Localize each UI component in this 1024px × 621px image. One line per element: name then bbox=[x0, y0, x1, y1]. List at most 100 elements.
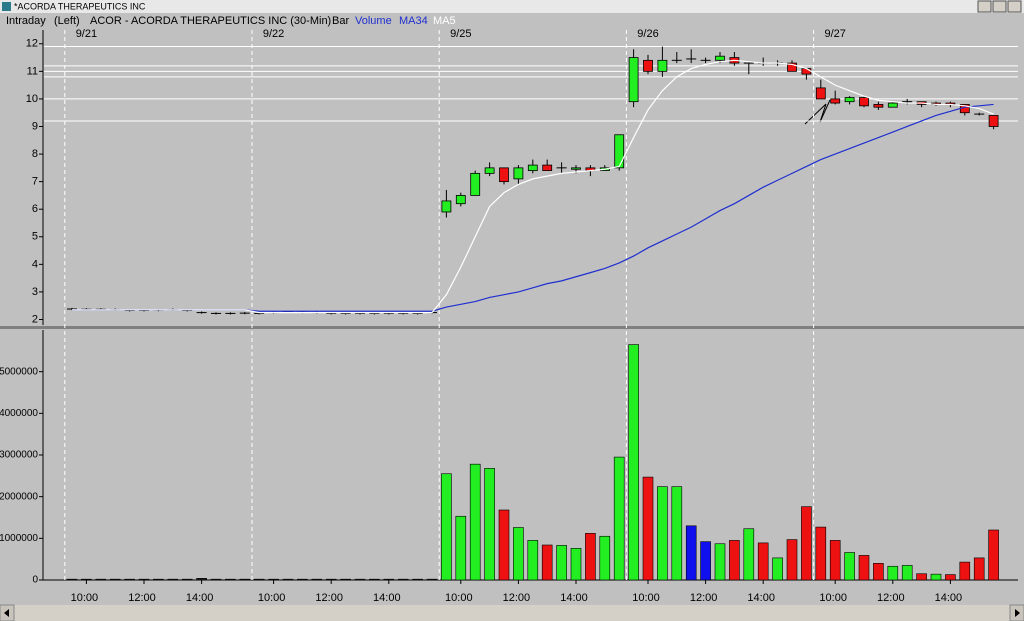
volume-bar bbox=[541, 544, 553, 581]
scroll-left-arrow bbox=[4, 609, 9, 617]
volume-bar bbox=[901, 565, 913, 581]
volume-bar bbox=[66, 578, 78, 581]
date-label: 9/26 bbox=[637, 28, 658, 40]
candle-body bbox=[873, 104, 884, 108]
volume-bar bbox=[153, 578, 164, 581]
volume-bar bbox=[959, 561, 971, 581]
window-title: *ACORDA THERAPEUTICS INC bbox=[14, 1, 146, 11]
y-tick-label: 5 bbox=[32, 231, 38, 243]
volume-bar bbox=[815, 526, 827, 581]
volume-bar bbox=[714, 543, 726, 581]
x-tick-label: 12:00 bbox=[690, 592, 718, 604]
volume-bar bbox=[786, 539, 798, 581]
volume-bar bbox=[383, 578, 395, 581]
volume-bar bbox=[297, 578, 308, 581]
candle-body bbox=[787, 62, 797, 72]
volume-bar bbox=[167, 578, 179, 581]
volume-bar bbox=[484, 468, 495, 581]
x-tick-label: 10:00 bbox=[258, 592, 286, 604]
candle-body bbox=[830, 98, 841, 104]
y-tick-label: 5000000 bbox=[0, 366, 38, 377]
volume-bar bbox=[657, 486, 668, 581]
app-icon bbox=[2, 2, 11, 11]
x-tick-label: 12:00 bbox=[877, 592, 905, 604]
volume-bar bbox=[354, 578, 366, 581]
volume-bar bbox=[757, 542, 769, 581]
candle-body bbox=[859, 97, 869, 107]
volume-bar bbox=[642, 476, 654, 581]
candle-body bbox=[715, 55, 725, 61]
restore-button[interactable] bbox=[992, 0, 1007, 13]
volume-bar bbox=[253, 578, 265, 581]
volume-bar bbox=[498, 509, 510, 581]
volume-bar bbox=[829, 540, 841, 581]
volume-bar bbox=[196, 578, 207, 581]
candle-body bbox=[542, 164, 553, 172]
minimize-button[interactable] bbox=[977, 0, 992, 13]
volume-bar bbox=[109, 578, 121, 581]
volume-bar bbox=[685, 525, 697, 581]
ma34-legend: MA34 bbox=[399, 15, 428, 27]
candle-body bbox=[470, 172, 481, 196]
volume-bar bbox=[527, 540, 539, 581]
y-tick-label: 8 bbox=[32, 148, 38, 160]
volume-bar bbox=[469, 463, 481, 581]
volume-bar bbox=[311, 578, 323, 581]
candle-body bbox=[815, 87, 826, 100]
date-label: 9/21 bbox=[76, 28, 97, 40]
x-tick-label: 12:00 bbox=[128, 592, 156, 604]
date-label: 9/25 bbox=[450, 28, 471, 40]
volume-bar bbox=[700, 541, 711, 581]
volume-bar bbox=[887, 565, 899, 581]
volume-bar bbox=[138, 578, 150, 581]
volume-bar bbox=[801, 506, 812, 581]
panel-separator bbox=[0, 326, 1024, 329]
candle-body bbox=[441, 200, 452, 213]
date-label: 9/27 bbox=[824, 28, 845, 40]
x-tick-label: 10:00 bbox=[71, 592, 99, 604]
mode-label: Intraday bbox=[6, 15, 46, 27]
y-tick-label: 4000000 bbox=[0, 408, 38, 419]
volume-bar bbox=[973, 557, 985, 581]
volume-bar bbox=[239, 578, 251, 581]
x-tick-label: 14:00 bbox=[935, 592, 963, 604]
volume-bar bbox=[873, 563, 884, 581]
volume-bar bbox=[513, 527, 524, 581]
volume-bar bbox=[556, 545, 567, 581]
volume-bar bbox=[124, 578, 135, 581]
volume-bar bbox=[426, 578, 438, 581]
y-tick-label: 0 bbox=[32, 575, 38, 586]
candle-body bbox=[643, 59, 653, 72]
scrollbar[interactable] bbox=[0, 605, 1024, 621]
y-tick-label: 3000000 bbox=[0, 450, 38, 461]
candle-body bbox=[527, 164, 538, 172]
volume-bar bbox=[225, 578, 236, 581]
close-button[interactable] bbox=[1007, 0, 1022, 13]
volume-bar bbox=[585, 533, 596, 581]
symbol-label: ACOR - ACORDA THERAPEUTICS INC (30-Min) bbox=[90, 15, 331, 27]
volume-bar bbox=[81, 578, 92, 581]
volume-bar bbox=[268, 578, 279, 581]
side-label: (Left) bbox=[54, 15, 80, 27]
y-tick-label: 7 bbox=[32, 176, 38, 188]
candle-body bbox=[455, 195, 466, 205]
y-tick-label: 10 bbox=[26, 93, 38, 105]
candle-body bbox=[484, 167, 495, 174]
volume-bar bbox=[397, 578, 409, 581]
style-label: Bar bbox=[332, 15, 349, 27]
volume-bar bbox=[455, 515, 467, 581]
volume-bar bbox=[729, 540, 740, 581]
volume-bar bbox=[369, 578, 380, 581]
x-tick-label: 10:00 bbox=[819, 592, 847, 604]
volume-bar bbox=[858, 555, 870, 581]
volume-bar bbox=[95, 578, 107, 581]
candle-body bbox=[988, 115, 999, 127]
volume-bar bbox=[412, 578, 423, 581]
x-tick-label: 14:00 bbox=[186, 592, 214, 604]
volume-bar bbox=[340, 578, 351, 581]
x-tick-label: 14:00 bbox=[560, 592, 588, 604]
annotation-arrow bbox=[804, 103, 827, 125]
volume-bar bbox=[988, 529, 999, 581]
